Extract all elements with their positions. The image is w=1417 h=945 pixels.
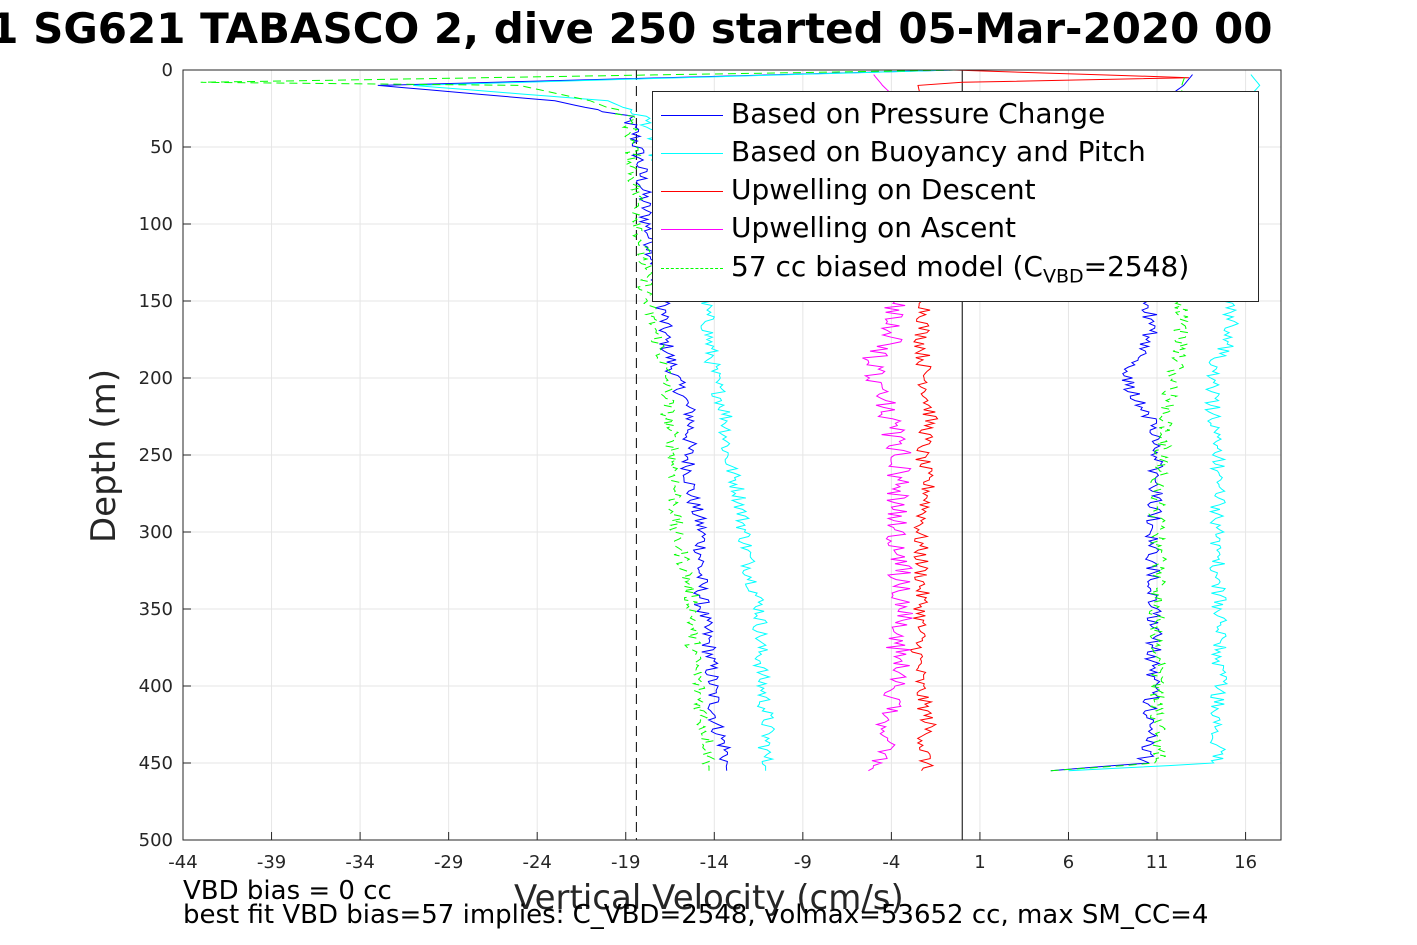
legend-label: Based on Pressure Change [731,97,1106,130]
legend-item-buoyancy: Based on Buoyancy and Pitch [661,134,1256,172]
legend-item-upwelling-descent: Upwelling on Descent [661,172,1256,210]
x-tick-label: -19 [611,852,640,873]
legend-model-prefix: 57 cc biased model (C [731,250,1043,283]
x-axis-label: Vertical Velocity (cm/s) [514,878,904,918]
tick-labels: -44 -39 -34 -29 -24 -19 -14 -9 -4 1 6 11 16050100150… [139,60,1257,873]
x-tick-label: -44 [168,852,197,873]
y-tick-label: 200 [139,368,173,389]
legend-swatch [661,115,723,116]
legend-model-sub: VBD [1042,265,1084,288]
legend-item-upwelling-ascent: Upwelling on Ascent [661,210,1256,248]
y-tick-label: 50 [150,137,173,158]
x-tick-label: -4 [882,852,900,873]
legend-model-suffix: =2548) [1083,250,1190,283]
legend-item-pressure: Based on Pressure Change [661,96,1256,134]
chart-legend: Based on Pressure Change Based on Buoyan… [652,91,1259,302]
x-tick-label: 16 [1234,852,1257,873]
y-tick-label: 450 [139,753,173,774]
legend-label: Upwelling on Ascent [731,211,1017,244]
legend-swatch [661,153,723,154]
legend-item-biased-model: 57 cc biased model (CVBD=2548) [661,249,1256,288]
legend-swatch [661,191,723,192]
y-tick-label: 500 [139,830,173,851]
legend-label: Based on Buoyancy and Pitch [731,135,1146,168]
y-axis-label: Depth (m) [84,368,124,544]
x-tick-label: -34 [345,852,374,873]
x-tick-label: 11 [1146,852,1169,873]
legend-swatch [661,229,723,230]
legend-swatch-dashed [661,268,723,269]
y-tick-label: 350 [139,599,173,620]
x-tick-label: -29 [434,852,463,873]
x-tick-label: -14 [700,852,729,873]
x-tick-label: 6 [1063,852,1074,873]
x-tick-label: -24 [522,852,551,873]
y-tick-label: 250 [139,445,173,466]
legend-label: Upwelling on Descent [731,173,1036,206]
y-tick-label: 400 [139,676,173,697]
legend-label: 57 cc biased model (CVBD=2548) [731,250,1189,288]
footer-vbd-bias: VBD bias = 0 cc [183,876,392,906]
series-line-descent [200,69,957,771]
y-tick-label: 0 [162,60,173,81]
y-tick-label: 300 [139,522,173,543]
x-tick-label: -39 [257,852,286,873]
x-tick-label: -9 [794,852,812,873]
y-tick-label: 150 [139,291,173,312]
chart-title: 21 SG621 TABASCO 2, dive 250 started 05-… [0,4,1273,53]
y-tick-label: 100 [139,214,173,235]
x-tick-label: 1 [974,852,985,873]
series-line-descent [377,69,954,771]
footer-best-fit: best fit VBD bias=57 implies: C_VBD=2548… [183,900,1209,930]
